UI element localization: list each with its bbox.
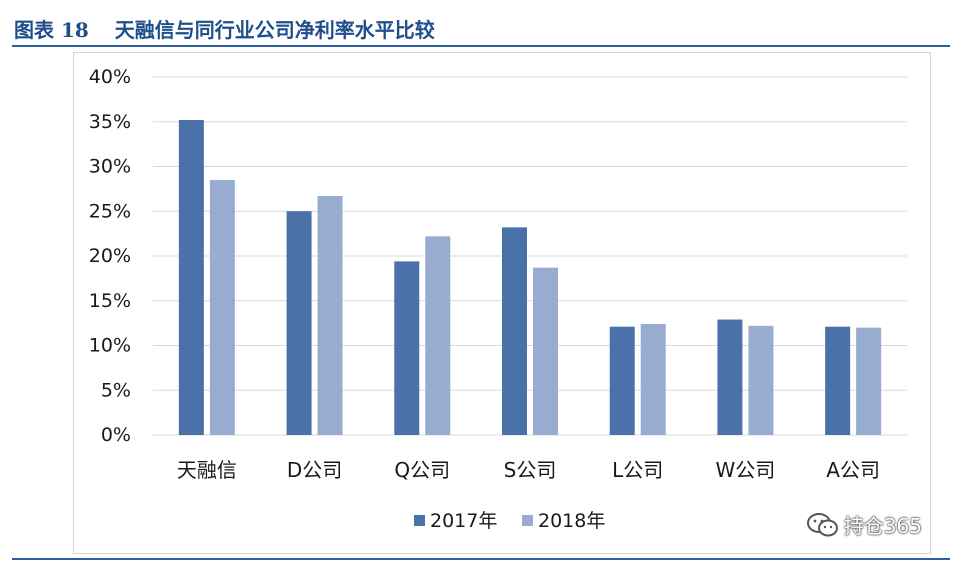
x-tick-label: D公司 [287, 458, 342, 482]
x-tick-label: 天融信 [177, 458, 237, 482]
y-tick-label: 20% [89, 245, 131, 267]
x-tick-label: L公司 [612, 458, 663, 482]
bar-2017 [502, 227, 527, 435]
y-tick-label: 0% [101, 424, 131, 446]
x-tick-label: S公司 [504, 458, 557, 482]
figure-title: 天融信与同行业公司净利率水平比较 [114, 17, 435, 42]
y-tick-label: 5% [101, 379, 131, 401]
x-tick-label: Q公司 [394, 458, 450, 482]
figure-header: 图表 18 天融信与同行业公司净利率水平比较 [14, 12, 435, 44]
legend-swatch [414, 515, 425, 526]
x-tick-label: W公司 [716, 458, 776, 482]
x-tick-label: A公司 [826, 458, 880, 482]
header-rule [12, 45, 950, 47]
bar-2017 [394, 261, 420, 435]
bar-2017 [825, 326, 851, 435]
footer-rule [12, 558, 950, 560]
bar-2018 [748, 325, 774, 435]
chart-frame: 0% 5% 10% 15% 20% 25% 30% 35% 40% 天融信 D公司 Q公司 S公司 L公司… [73, 52, 931, 554]
bar-2018 [209, 179, 235, 435]
bar-2018 [425, 236, 451, 435]
y-tick-label: 40% [89, 66, 131, 88]
bar-2017 [178, 119, 204, 436]
bar-2018 [640, 324, 666, 435]
bar-2018 [533, 267, 558, 435]
legend-swatch [522, 515, 533, 526]
watermark: 持仓365 [806, 510, 922, 539]
bar-2017 [717, 319, 743, 435]
bar-2017 [609, 326, 635, 435]
y-tick-label: 35% [89, 111, 131, 133]
wechat-icon [806, 512, 838, 536]
watermark-text: 持仓365 [843, 514, 922, 538]
legend-label: 2018年 [538, 510, 605, 532]
y-tick-label: 25% [89, 200, 131, 222]
y-tick-label: 10% [89, 335, 131, 357]
bar-2018 [317, 196, 343, 435]
y-tick-label: 30% [89, 156, 131, 178]
y-tick-label: 15% [89, 290, 131, 312]
legend-label: 2017年 [430, 510, 497, 532]
bar-2017 [286, 211, 312, 435]
figure-number: 图表 18 [14, 17, 89, 42]
bar-chart: 0% 5% 10% 15% 20% 25% 30% 35% 40% 天融信 D公司 Q公司 S公司 L公司… [89, 66, 907, 532]
bar-2018 [856, 327, 882, 435]
